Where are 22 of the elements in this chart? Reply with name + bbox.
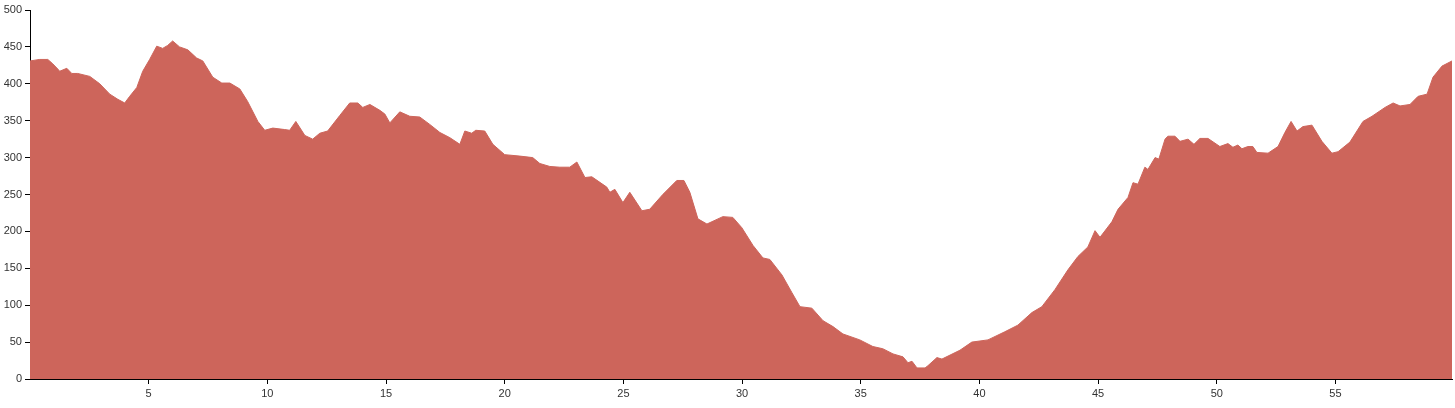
y-tick-label: 100 <box>3 298 22 311</box>
y-tick-label: 450 <box>3 39 22 52</box>
x-tick-label: 35 <box>854 386 867 399</box>
y-tick-label: 50 <box>9 335 22 348</box>
x-tick-label: 15 <box>379 386 393 399</box>
x-tick-label: 55 <box>1329 386 1342 399</box>
x-tick-label: 25 <box>617 386 630 399</box>
y-tick-label: 250 <box>3 187 22 200</box>
y-tick-label: 200 <box>3 224 22 237</box>
x-tick-label: 20 <box>498 386 511 399</box>
y-tick-label: 0 <box>15 372 22 385</box>
x-tick-label: 45 <box>1091 386 1105 399</box>
y-tick-label: 500 <box>3 3 22 16</box>
x-tick-label: 40 <box>973 386 986 399</box>
x-tick-label: 50 <box>1210 386 1223 399</box>
x-tick-label: 5 <box>145 386 152 399</box>
y-tick-label: 350 <box>3 113 22 126</box>
y-tick-label: 150 <box>3 261 22 274</box>
x-tick-label: 30 <box>735 386 749 399</box>
x-tick-label: 10 <box>261 386 274 399</box>
y-tick-label: 300 <box>3 150 22 163</box>
y-tick-label: 400 <box>3 76 22 89</box>
